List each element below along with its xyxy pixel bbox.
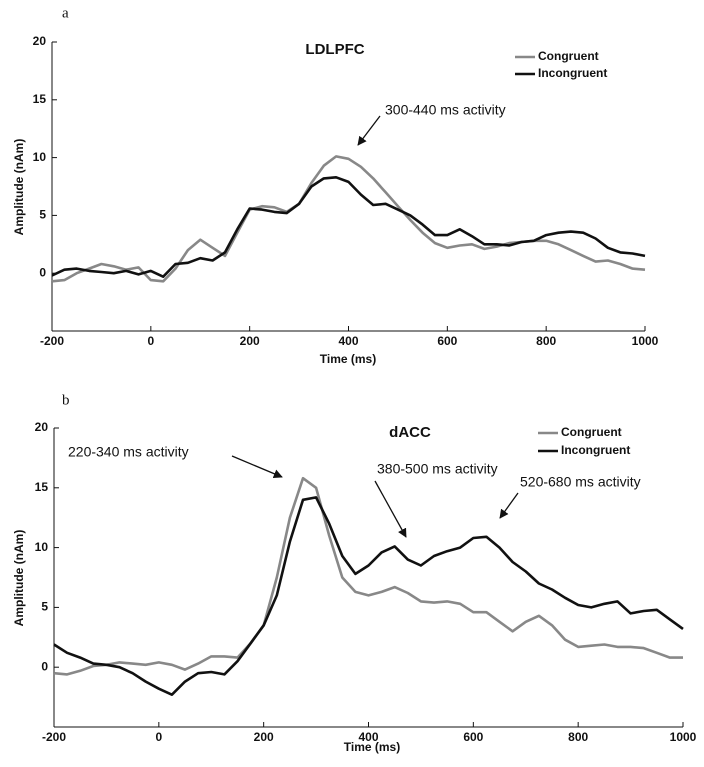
legend-label: Congruent <box>538 49 599 63</box>
x-tick-label: 400 <box>358 730 378 744</box>
x-tick-label: 1000 <box>632 334 659 348</box>
y-tick-label: 20 <box>35 420 49 434</box>
x-tick-label: 0 <box>147 334 154 348</box>
chart-title: dACC <box>389 424 431 441</box>
x-tick-label: 200 <box>240 334 260 348</box>
panel-label: b <box>62 392 70 408</box>
x-tick-label: 1000 <box>670 730 697 744</box>
annotation: 220-340 ms activity <box>68 444 189 460</box>
annotation-arrow <box>499 492 519 519</box>
y-tick-label: 15 <box>35 480 49 494</box>
series-line <box>51 176 646 278</box>
legend-label: Incongruent <box>538 66 607 80</box>
y-tick-label: 10 <box>33 150 47 164</box>
series-line <box>53 496 684 696</box>
x-tick-label: 200 <box>254 730 274 744</box>
legend-label: Congruent <box>561 425 622 439</box>
chart-title: LDLPFC <box>305 41 364 58</box>
y-tick-label: 20 <box>33 34 47 48</box>
y-tick-label: 5 <box>39 208 46 222</box>
annotation: 520-680 ms activity <box>520 474 641 490</box>
series-line <box>51 155 646 283</box>
y-axis-label: Amplitude (nAm) <box>12 139 26 236</box>
annotation: 380-500 ms activity <box>377 461 498 477</box>
annotation-arrow <box>357 115 381 146</box>
y-tick-label: 5 <box>41 600 48 614</box>
x-tick-label: 400 <box>338 334 358 348</box>
x-tick-label: -200 <box>40 334 64 348</box>
y-tick-label: 10 <box>35 540 49 554</box>
y-tick-label: 0 <box>41 659 48 673</box>
x-axis-label: Time (ms) <box>344 740 400 754</box>
x-tick-label: 600 <box>437 334 457 348</box>
y-axis-label: Amplitude (nAm) <box>12 530 26 627</box>
panel-label: a <box>62 5 69 21</box>
annotation-arrow <box>231 455 283 479</box>
series-line <box>53 476 683 676</box>
annotation-arrow <box>374 480 407 538</box>
x-axis-label: Time (ms) <box>320 352 376 366</box>
y-tick-label: 0 <box>39 265 46 279</box>
x-tick-label: -200 <box>42 730 66 744</box>
legend-label: Incongruent <box>561 443 630 457</box>
x-tick-label: 600 <box>463 730 483 744</box>
x-tick-label: 0 <box>155 730 162 744</box>
annotation: 300-440 ms activity <box>385 102 506 118</box>
y-tick-label: 15 <box>33 92 47 106</box>
x-tick-label: 800 <box>568 730 588 744</box>
x-tick-label: 800 <box>536 334 556 348</box>
